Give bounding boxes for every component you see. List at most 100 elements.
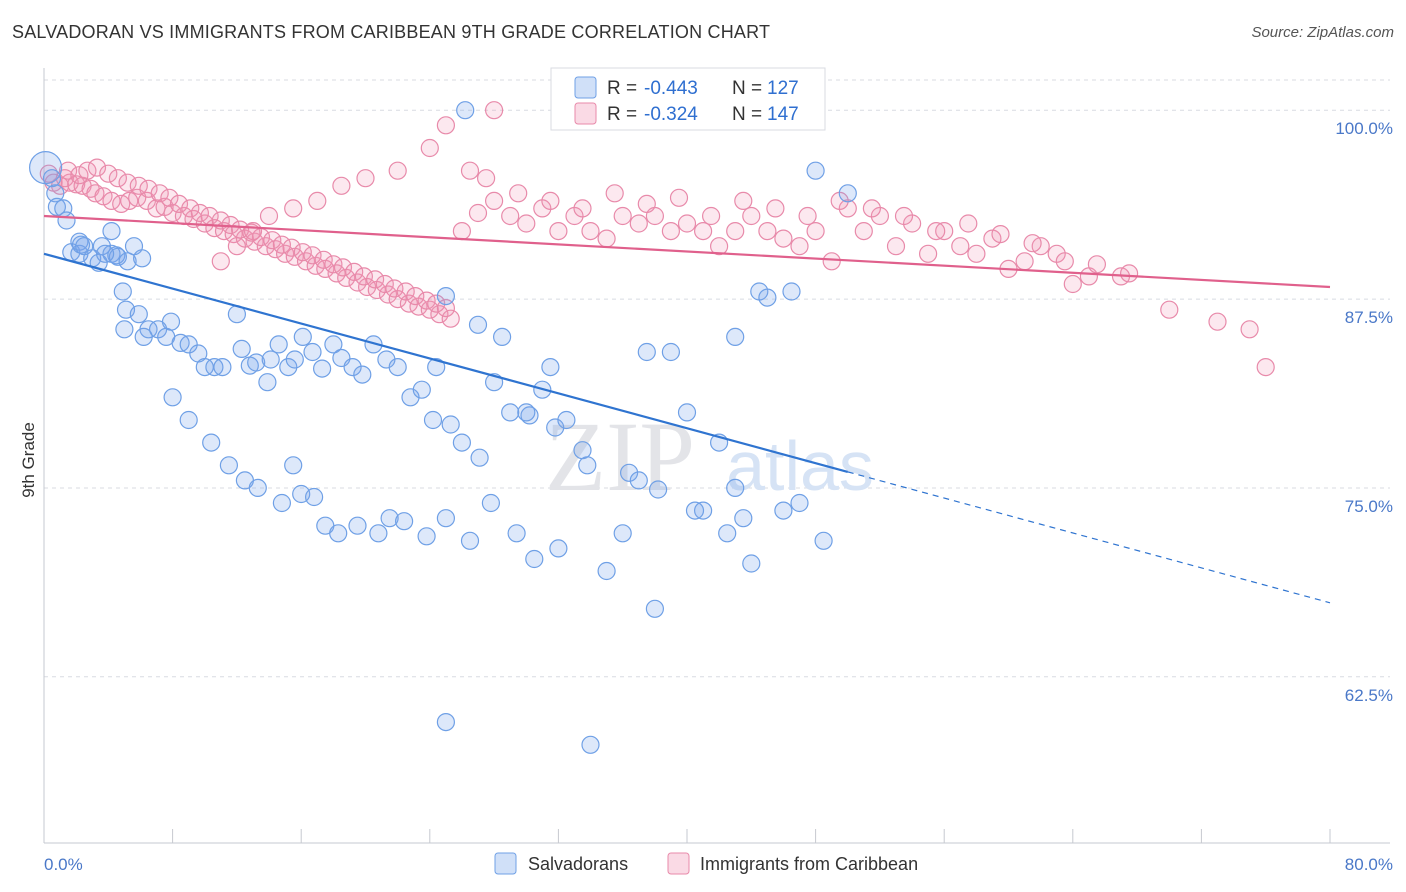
- legend-box: [550, 67, 826, 131]
- salvadoran-point: [742, 554, 761, 573]
- salvadoran-point: [436, 712, 455, 732]
- salvadoran-point: [468, 315, 488, 334]
- salvadoran-point: [645, 599, 665, 618]
- salvadoran-point: [501, 403, 520, 422]
- caribbean-point: [1063, 274, 1082, 294]
- caribbean-point: [375, 274, 394, 294]
- legend-n-value-1: 127: [767, 78, 799, 99]
- caribbean-point: [420, 138, 439, 158]
- salvadoran-point: [47, 197, 67, 216]
- caribbean-point: [597, 229, 616, 248]
- axes: 0.0% 80.0%: [43, 68, 1393, 874]
- caribbean-point: [139, 179, 158, 198]
- salvadoran-point: [348, 516, 367, 535]
- caribbean-point: [87, 158, 107, 177]
- salvadoran-point: [324, 335, 343, 354]
- salvadoran-point: [427, 358, 446, 377]
- chart-source: Source: ZipAtlas.com: [1251, 24, 1394, 41]
- caribbean-point: [1055, 252, 1074, 271]
- salvadoran-point: [261, 350, 280, 369]
- caribbean-point: [308, 191, 327, 210]
- caribbean-point: [806, 222, 825, 241]
- bottom-legend-label-salvadorans: Salvadorans: [528, 854, 628, 874]
- caribbean-point: [790, 237, 809, 256]
- caribbean-point: [1160, 300, 1179, 319]
- caribbean-point: [581, 222, 600, 241]
- salvadoran-point: [219, 456, 238, 475]
- caribbean-point: [385, 279, 404, 298]
- salvadoran-point: [541, 358, 560, 377]
- salvadoran-point: [758, 288, 777, 307]
- watermark: ZIP atlas: [545, 401, 874, 512]
- series-caribbean-points: [39, 101, 1275, 377]
- salvadoran-point: [329, 524, 348, 543]
- salvadoran-point: [42, 169, 62, 188]
- y-tick-label: 62.5%: [1345, 686, 1393, 705]
- salvadoran-point: [395, 512, 414, 531]
- caribbean-point: [677, 214, 697, 233]
- salvadoran-point: [423, 410, 443, 430]
- caribbean-point: [822, 252, 841, 271]
- salvadoran-point: [102, 222, 121, 241]
- caribbean-point: [742, 206, 761, 226]
- caribbean-point: [549, 222, 568, 241]
- bottom-legend-swatch-blue: [494, 852, 517, 875]
- watermark-atlas: atlas: [726, 427, 874, 505]
- salvadoran-point: [436, 509, 455, 528]
- caribbean-point: [259, 206, 279, 226]
- caribbean-point: [303, 246, 322, 265]
- y-axis-label: 9th Grade: [19, 422, 38, 498]
- salvadoran-point: [470, 448, 489, 467]
- caribbean-point: [396, 282, 415, 301]
- legend-r-label-1: R =: [607, 78, 637, 99]
- salvadoran-point: [369, 524, 388, 543]
- salvadoran-point: [507, 524, 526, 543]
- salvadoran-point: [353, 365, 372, 384]
- caribbean-point: [332, 176, 351, 195]
- caribbean-point: [693, 222, 713, 241]
- caribbean-point: [485, 101, 504, 120]
- salvadoran-point: [202, 433, 221, 452]
- caribbean-point: [356, 169, 375, 188]
- caribbean-point: [314, 250, 333, 269]
- salvadoran-point: [718, 524, 737, 543]
- caribbean-point: [460, 161, 480, 180]
- caribbean-point: [726, 222, 745, 241]
- salvadoran-point: [557, 410, 576, 430]
- caribbean-point: [160, 188, 179, 207]
- salvadoran-point: [313, 359, 332, 378]
- caribbean-point: [282, 238, 301, 257]
- caribbean-point: [886, 237, 906, 256]
- salvadoran-point: [629, 471, 648, 490]
- caribbean-point: [427, 294, 446, 313]
- chart-title: SALVADORAN VS IMMIGRANTS FROM CARIBBEAN …: [12, 22, 771, 42]
- salvadoran-point: [75, 237, 94, 256]
- salvadoran-point: [581, 735, 600, 754]
- caribbean-point: [854, 222, 873, 241]
- caribbean-point: [163, 203, 182, 223]
- salvadoran-point: [303, 342, 322, 362]
- caribbean-point: [951, 237, 970, 256]
- caribbean-point: [354, 267, 373, 286]
- y-tick-label: 87.5%: [1345, 308, 1393, 327]
- caribbean-trend-line: [43, 214, 1331, 289]
- caribbean-point: [227, 237, 246, 256]
- legend-n-label-1: N =: [732, 78, 762, 99]
- caribbean-point: [436, 116, 455, 135]
- salvadoran-point: [814, 531, 833, 550]
- caribbean-point: [1023, 234, 1042, 253]
- salvadoran-point: [734, 509, 753, 528]
- salvadoran-point: [380, 509, 399, 528]
- salvadoran-point: [412, 380, 431, 399]
- salvadoran-point: [838, 184, 857, 203]
- salvadoran-point: [549, 539, 568, 558]
- caribbean-point: [406, 287, 425, 306]
- caribbean-point: [894, 206, 914, 226]
- legend-swatch-pink: [574, 102, 597, 125]
- caribbean-point: [1208, 312, 1227, 331]
- x-tick-label-max: 80.0%: [1345, 855, 1393, 874]
- caribbean-point: [734, 191, 753, 210]
- salvadoran-point: [525, 549, 544, 569]
- salvadoran-point: [133, 249, 152, 268]
- caribbean-point: [605, 184, 624, 203]
